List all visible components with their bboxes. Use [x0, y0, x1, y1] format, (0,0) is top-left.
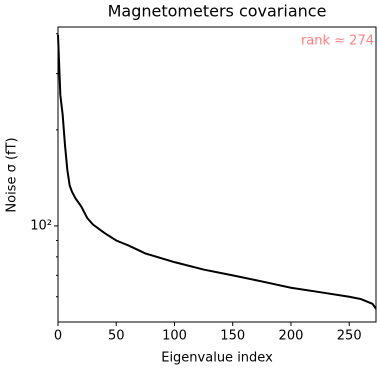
annotation: rank ≈ 274	[301, 34, 374, 49]
x-tick-label: 150	[220, 329, 245, 344]
x-tick-label: 0	[54, 329, 62, 344]
chart-title: Magnetometers covariance	[108, 2, 327, 21]
plot-frame	[57, 26, 377, 323]
x-axis-label: Eigenvalue index	[161, 351, 273, 366]
data-line	[57, 34, 377, 310]
x-tick-label: 50	[108, 329, 125, 344]
x-tick-label: 250	[337, 329, 362, 344]
x-tick-label: 200	[279, 329, 304, 344]
y-tick-label: 10²	[30, 218, 52, 233]
x-tick-label: 100	[162, 329, 187, 344]
y-axis-label: Noise σ (fT)	[5, 137, 20, 212]
